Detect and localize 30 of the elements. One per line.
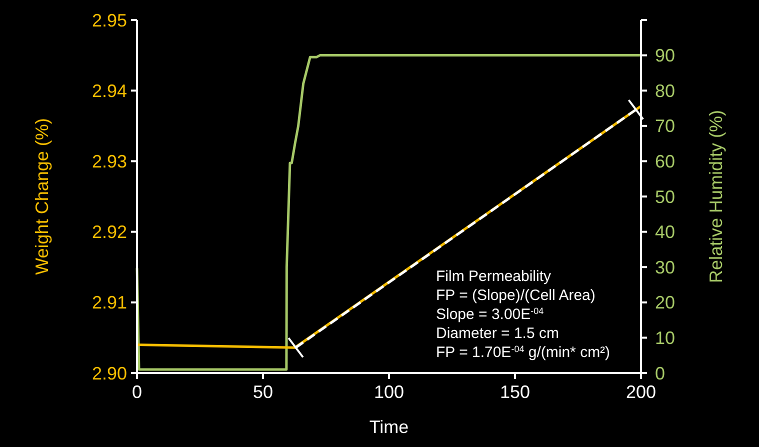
y-axis-title: Weight Change (%) bbox=[32, 118, 52, 275]
y-tick-label: 2.92 bbox=[92, 222, 127, 242]
x-tick-label: 100 bbox=[374, 382, 404, 402]
x-tick-label: 0 bbox=[132, 382, 142, 402]
y2-tick-label: 70 bbox=[655, 116, 676, 136]
x-tick-label: 150 bbox=[500, 382, 530, 402]
y2-tick-label: 90 bbox=[655, 46, 676, 66]
y-tick-label: 2.95 bbox=[92, 10, 127, 30]
x-axis-title: Time bbox=[369, 417, 409, 437]
y2-axis-title: Relative Humidity (%) bbox=[706, 110, 726, 284]
y2-tick-label: 30 bbox=[655, 257, 676, 278]
annotation: Film Permeability bbox=[436, 268, 552, 285]
y2-tick-label: 0 bbox=[655, 363, 666, 384]
annotation: Diameter = 1.5 cm bbox=[436, 325, 559, 342]
y-tick-label: 2.93 bbox=[92, 152, 127, 172]
x-tick-label: 200 bbox=[626, 382, 656, 402]
y-tick-label: 2.90 bbox=[92, 363, 127, 384]
y2-tick-label: 80 bbox=[655, 80, 676, 101]
annotation: Slope = 3.00E$^{-04}$ bbox=[436, 306, 544, 323]
y2-tick-label: 40 bbox=[655, 222, 676, 242]
y-tick-label: 2.94 bbox=[92, 80, 127, 101]
y2-tick-label: 10 bbox=[655, 328, 676, 348]
x-tick-label: 50 bbox=[252, 382, 274, 402]
y2-tick-label: 20 bbox=[655, 292, 676, 313]
y2-tick-label: 50 bbox=[655, 186, 676, 207]
y-tick-label: 2.91 bbox=[92, 292, 127, 313]
line-series bbox=[136, 54, 642, 371]
y2-tick-label: 60 bbox=[655, 152, 676, 172]
annotation: FP = (Slope)/(Cell Area) bbox=[436, 287, 596, 304]
annotation: FP = 1.70E$^{-04}$ g/(min* cm²) bbox=[436, 344, 610, 361]
